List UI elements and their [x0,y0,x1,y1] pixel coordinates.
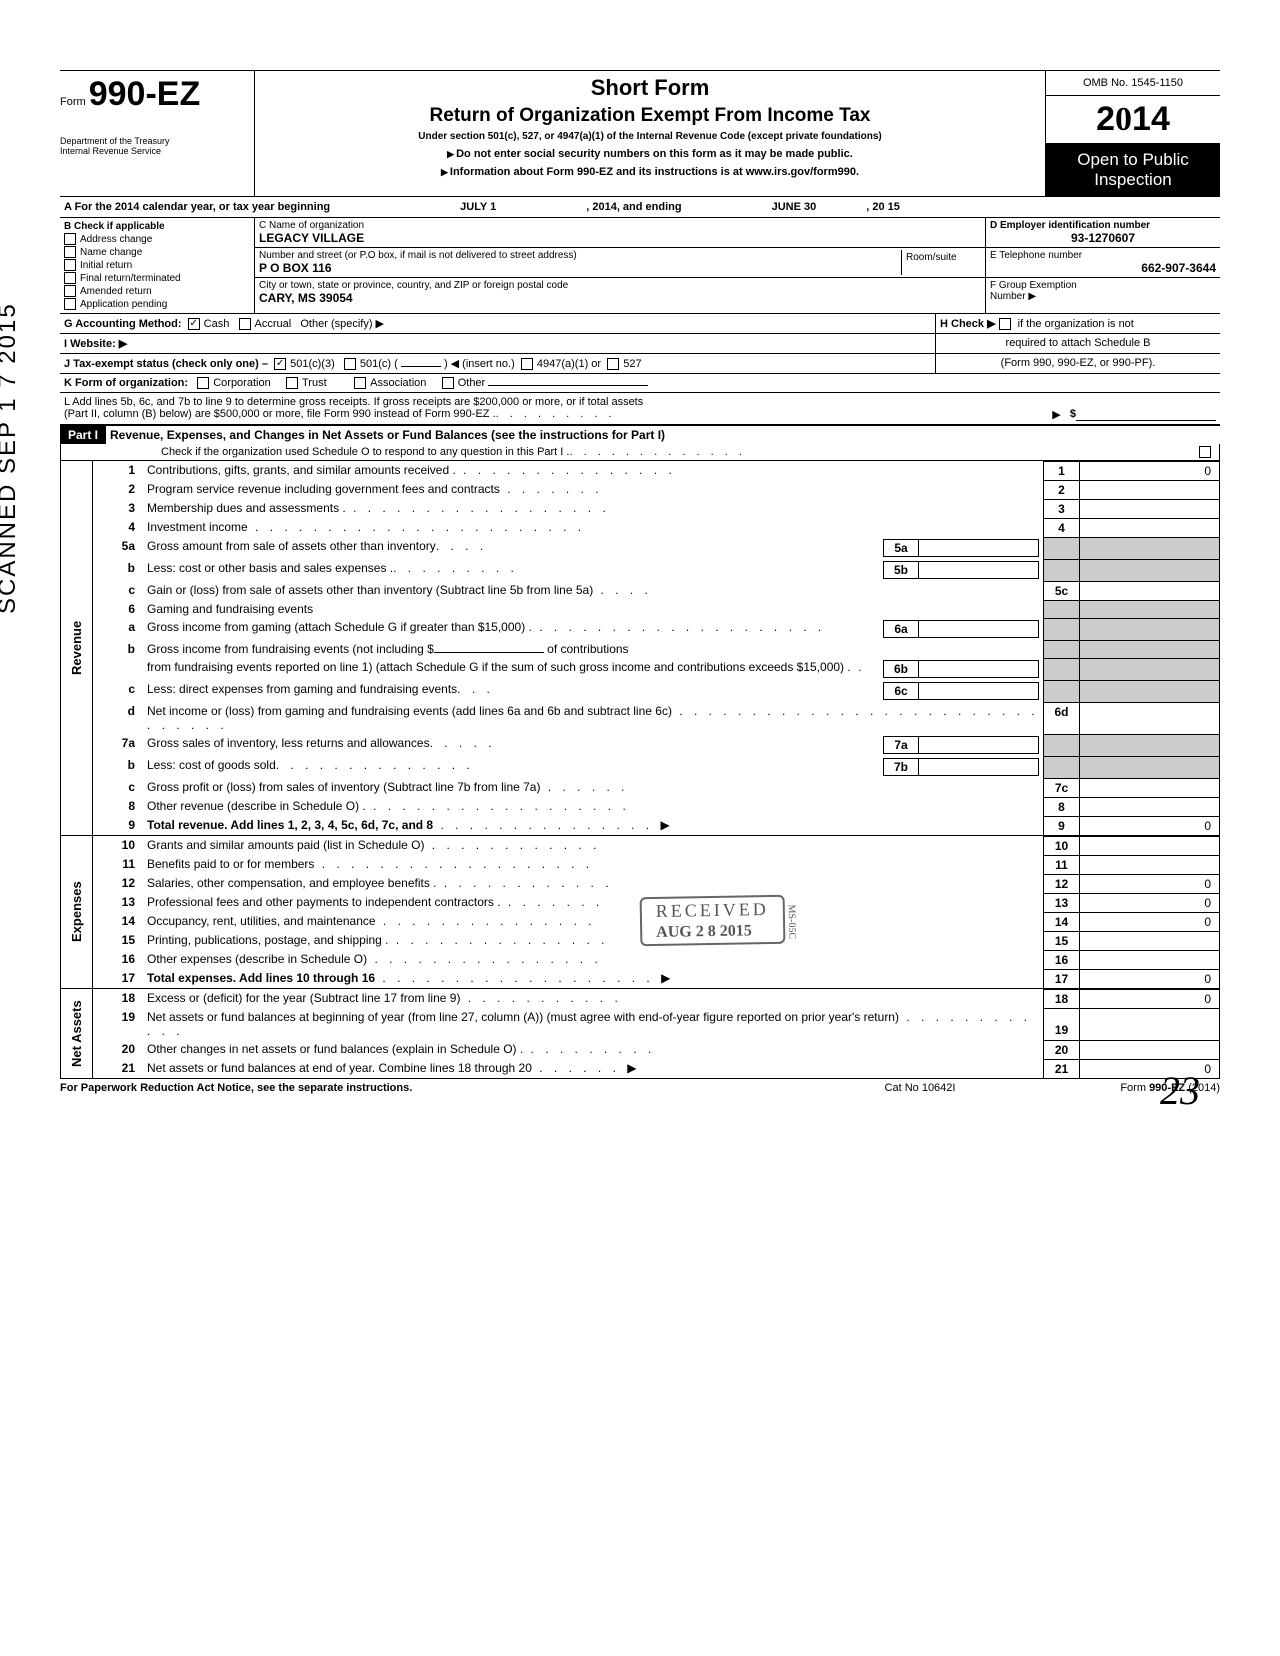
dept-1: Department of the Treasury [60,136,254,146]
chk-initial[interactable] [64,259,76,271]
form-number: 990-EZ [89,75,201,113]
addr-label: Number and street (or P.O box, if mail i… [259,250,901,261]
chk-h[interactable] [999,318,1011,330]
i-label: I Website: ▶ [64,338,127,350]
chk-cash[interactable] [188,318,200,330]
chk-4947[interactable] [521,358,533,370]
amt-18: 0 [1079,989,1219,1008]
chk-name[interactable] [64,246,76,258]
amt-1: 0 [1079,461,1219,480]
dept-2: Internal Revenue Service [60,146,254,156]
chk-527[interactable] [607,358,619,370]
title-main: Short Form [263,75,1037,101]
part1-check: Check if the organization used Schedule … [161,446,569,458]
year: 20201414 [1046,96,1220,144]
line-a-end: JUNE 30 [772,201,817,213]
k-label: K Form of organization: [64,377,188,389]
year-box: OMB No. 1545-1150 20201414 Open to Publi… [1045,71,1220,196]
public-inspection: Open to Public Inspection [1046,144,1220,196]
amt-17: 0 [1079,969,1219,988]
c-label: C Name of organization [259,220,981,231]
f-label2: Number ▶ [990,291,1216,302]
amt-13: 0 [1079,893,1219,912]
handwritten-23: 23 [1160,1067,1200,1114]
netassets-side: Net Assets [60,989,92,1078]
omb: OMB No. 1545-1150 [1046,71,1220,96]
org-name: LEGACY VILLAGE [259,231,981,245]
chk-address[interactable] [64,233,76,245]
title-info: Information about Form 990-EZ and its in… [263,166,1037,178]
section-b: B Check if applicable Address change Nam… [60,218,255,313]
j-label: J Tax-exempt status (check only one) – [64,358,268,370]
line-a-mid: , 2014, and ending [586,201,681,213]
l-line2: (Part II, column (B) below) are $500,000… [64,408,496,421]
chk-assoc[interactable] [354,377,366,389]
addr-value: P O BOX 116 [259,261,901,275]
l-line1: L Add lines 5b, 6c, and 7b to line 9 to … [64,396,1216,408]
line-a-begin: JULY 1 [460,201,496,213]
amt-14: 0 [1079,912,1219,931]
city-value: CARY, MS 39054 [259,291,981,305]
title-warn: Do not enter social security numbers on … [263,148,1037,160]
part1-label: Part I [60,426,106,444]
g-other: Other (specify) ▶ [300,318,384,330]
part1-title: Revenue, Expenses, and Changes in Net As… [106,426,669,444]
room-label: Room/suite [901,250,981,275]
d-label: D Employer identification number [990,220,1216,231]
chk-corp[interactable] [197,377,209,389]
revenue-side: Revenue [60,461,92,835]
f-label: F Group Exemption [990,280,1216,291]
received-stamp: RECEIVED AUG 2 8 2015 MS-05C [640,895,786,947]
footer-left: For Paperwork Reduction Act Notice, see … [60,1082,820,1094]
title-small: Under section 501(c), 527, or 4947(a)(1)… [263,131,1037,142]
chk-amended[interactable] [64,285,76,297]
line-a-label: A For the 2014 calendar year, or tax yea… [64,201,330,213]
h-note: if the organization is not [1018,318,1134,330]
chk-501c[interactable] [344,358,356,370]
line-a-yr: , 20 15 [866,201,900,213]
title-box: Short Form Return of Organization Exempt… [255,71,1045,196]
footer-mid: Cat No 10642I [820,1082,1020,1094]
h-note2: required to attach Schedule B [935,334,1220,353]
ein: 93-1270607 [990,231,1216,245]
chk-other[interactable] [442,377,454,389]
form-prefix: Form [60,96,86,108]
chk-pending[interactable] [64,298,76,310]
chk-schedO[interactable] [1199,446,1211,458]
chk-final[interactable] [64,272,76,284]
amt-9: 0 [1079,816,1219,835]
scanned-stamp: SCANNED SEP 1 7 2015 [0,302,22,614]
form-id-box: Form 990-EZ Department of the Treasury I… [60,71,255,196]
h-label: H Check ▶ [940,318,996,330]
chk-trust[interactable] [286,377,298,389]
city-label: City or town, state or province, country… [259,280,981,291]
chk-accrual[interactable] [239,318,251,330]
amt-12: 0 [1079,874,1219,893]
e-label: E Telephone number [990,250,1216,261]
chk-501c3[interactable] [274,358,286,370]
phone: 662-907-3644 [990,261,1216,275]
expenses-side: Expenses [60,836,92,988]
g-label: G Accounting Method: [64,318,182,330]
title-sub: Return of Organization Exempt From Incom… [263,105,1037,127]
h-note3: (Form 990, 990-EZ, or 990-PF). [935,354,1220,373]
